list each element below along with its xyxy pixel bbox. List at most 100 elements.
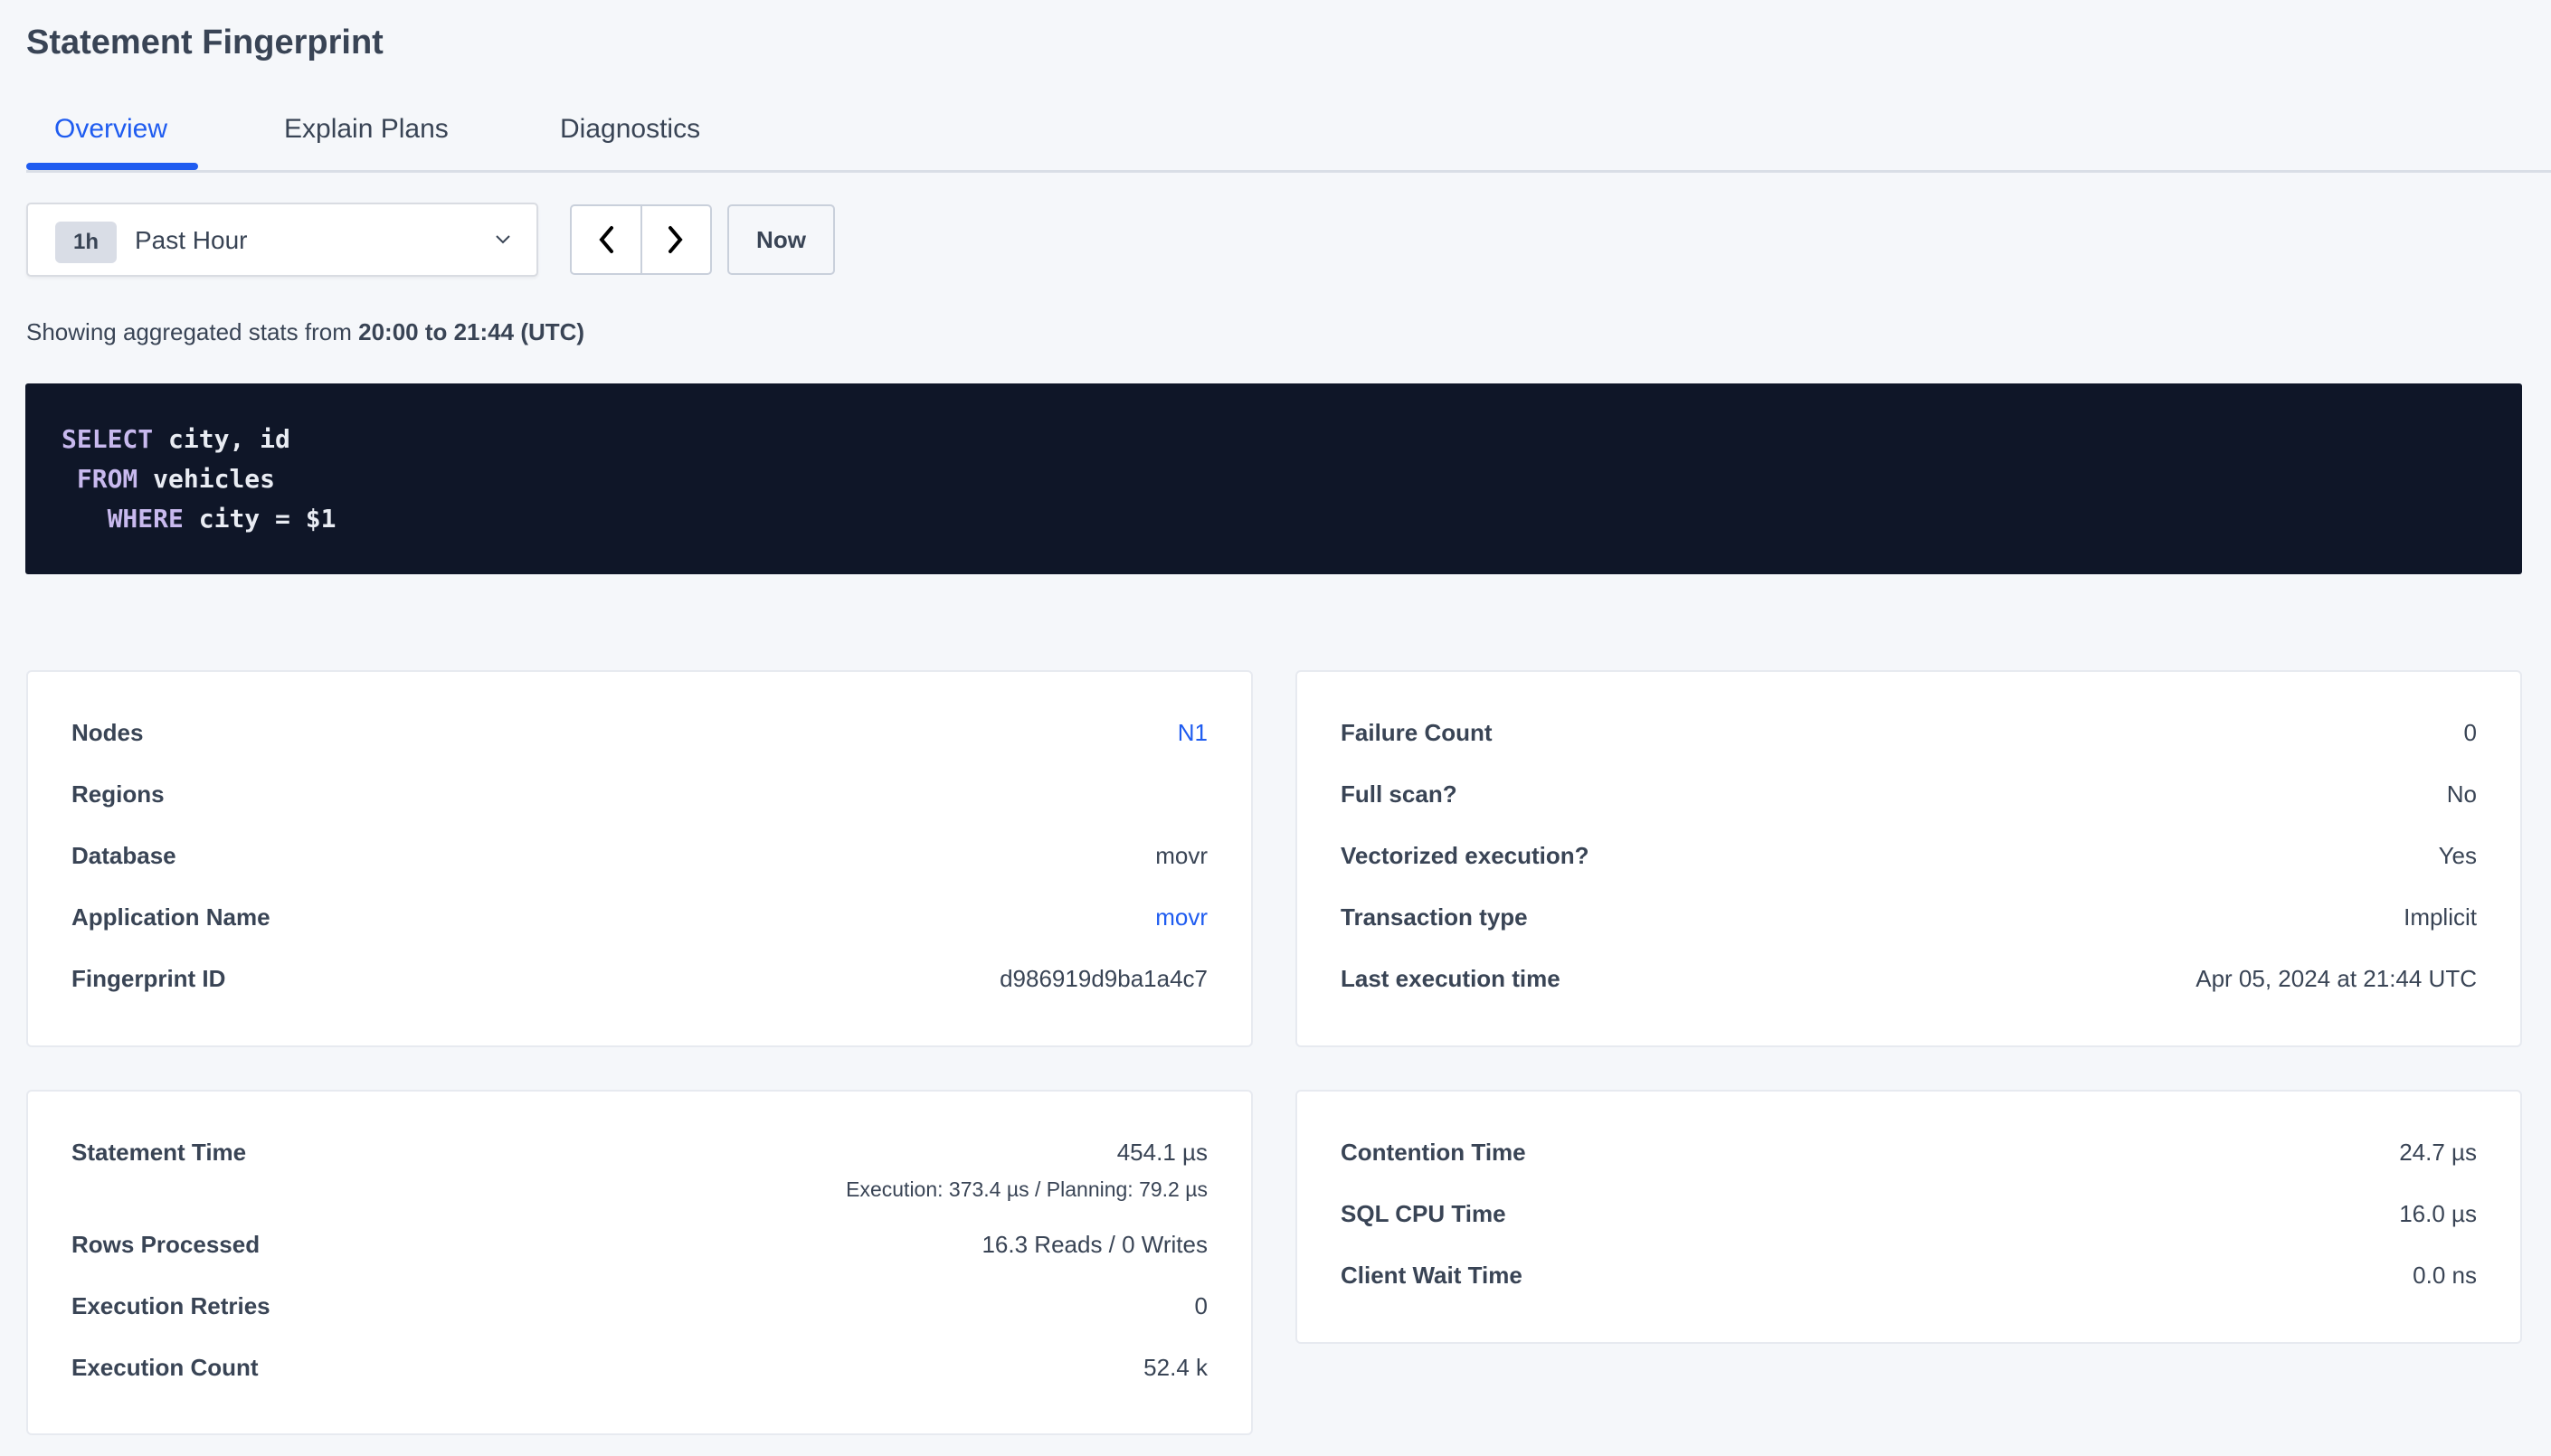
stat-row: Vectorized execution? Yes [1341,842,2477,903]
time-range-selected: Past Hour [135,226,248,254]
stat-label: Fingerprint ID [71,965,226,992]
tab-explain-plans[interactable]: Explain Plans [284,114,449,144]
time-range-dropdown[interactable]: 1h Past Hour [26,203,538,277]
stat-value-wrap: Apr 05, 2024 at 21:44 UTC [2195,965,2477,993]
stat-value: movr [1155,842,1208,869]
stat-value-wrap: N1 [1178,719,1208,747]
stats-range: 20:00 to 21:44 (UTC) [358,318,585,345]
stat-row: Application Name movr [71,903,1208,965]
stat-value-wrap: 0 [1195,1292,1208,1320]
details-card-right: Failure Count 0 Full scan? No Vectorized exe… [1295,670,2522,1047]
stat-value: 0 [2463,719,2477,746]
stat-row: Statement Time 454.1 µs Execution: 373.4 µ… [71,1139,1208,1231]
stat-value-wrap: No [2447,780,2477,808]
stat-row: Full scan? No [1341,780,2477,842]
sql-keyword: SELECT [62,424,154,454]
stat-value: 16.0 µs [2399,1200,2477,1227]
stat-row: Transaction type Implicit [1341,903,2477,965]
stat-value-wrap: 454.1 µs Execution: 373.4 µs / Planning: … [846,1139,1208,1202]
stat-label: Last execution time [1341,965,1560,992]
previous-range-button[interactable] [572,206,640,273]
stat-value: Apr 05, 2024 at 21:44 UTC [2195,965,2477,992]
stat-label: Rows Processed [71,1231,261,1258]
chevron-left-icon [599,226,613,253]
stat-label: Transaction type [1341,903,1528,931]
stat-value: 0.0 ns [2413,1262,2477,1289]
stat-row: Fingerprint ID d986919d9ba1a4c7 [71,965,1208,1026]
sql-indent [62,504,108,534]
stat-row: Regions [71,780,1208,842]
stat-row: Last execution time Apr 05, 2024 at 21:44… [1341,965,2477,1026]
stat-value: 24.7 µs [2399,1139,2477,1166]
stat-value-link[interactable]: movr [1155,903,1208,931]
sql-keyword: FROM [76,464,138,494]
metrics-card-left: Statement Time 454.1 µs Execution: 373.4 µ… [26,1090,1253,1435]
stat-label: Execution Count [71,1354,259,1381]
stat-row: SQL CPU Time 16.0 µs [1341,1200,2477,1262]
stat-value: Yes [2438,842,2477,869]
sql-line: SELECT city, id [62,420,2486,459]
stat-label: Application Name [71,903,270,931]
stat-value-wrap: 16.3 Reads / 0 Writes [982,1231,1208,1259]
stat-value-wrap: Yes [2439,842,2477,870]
chevron-down-icon [495,230,511,251]
stat-value-wrap: movr [1155,842,1208,870]
stat-label: Full scan? [1341,780,1457,808]
time-range-badge: 1h [55,222,117,263]
stat-value: No [2446,780,2477,808]
stat-row: Rows Processed 16.3 Reads / 0 Writes [71,1231,1208,1292]
stat-value: d986919d9ba1a4c7 [1000,965,1208,992]
stat-row: Client Wait Time 0.0 ns [1341,1262,2477,1323]
stat-value: 52.4 k [1143,1354,1208,1381]
sql-line: FROM vehicles [62,459,2486,499]
stat-label: SQL CPU Time [1341,1200,1506,1227]
stat-row: Execution Retries 0 [71,1292,1208,1354]
sql-statement-block: SELECT city, id FROM vehicles WHERE city… [25,383,2522,574]
stat-value: 0 [1194,1292,1208,1319]
next-range-button[interactable] [640,206,711,273]
active-tab-indicator [26,163,198,170]
now-button[interactable]: Now [727,204,835,275]
stat-value-wrap: movr [1155,903,1208,931]
tab-overview[interactable]: Overview [54,114,168,144]
stat-value-wrap: 24.7 µs [2399,1139,2477,1167]
stat-label: Execution Retries [71,1292,270,1319]
stat-label: Nodes [71,719,144,746]
stat-row: Contention Time 24.7 µs [1341,1139,2477,1200]
tab-diagnostics[interactable]: Diagnostics [560,114,701,144]
details-card-left: Nodes N1 Regions Database movr Application Na… [26,670,1253,1047]
stat-value-wrap: Implicit [2404,903,2477,931]
stat-label: Database [71,842,176,869]
stat-value: 454.1 µs [1116,1139,1208,1166]
sql-indent [62,464,77,494]
stat-value-wrap: 16.0 µs [2399,1200,2477,1228]
stat-value: Implicit [2404,903,2477,931]
stat-label: Regions [71,780,165,808]
stat-row: Execution Count 52.4 k [71,1354,1208,1415]
sql-text: vehicles [138,464,276,494]
sql-keyword: WHERE [107,504,184,534]
stat-value-wrap: 52.4 k [1143,1354,1208,1382]
time-nav-group [570,204,712,275]
stat-value-wrap: d986919d9ba1a4c7 [1000,965,1208,993]
stats-range-text: Showing aggregated stats from 20:00 to 2… [26,318,584,346]
stat-label: Vectorized execution? [1341,842,1589,869]
stats-prefix: Showing aggregated stats from [26,318,359,345]
sql-line: WHERE city = $1 [62,499,2486,539]
tab-bar: Overview Explain Plans Diagnostics [26,107,2551,173]
stat-value-wrap: 0 [2464,719,2477,747]
stat-row: Database movr [71,842,1208,903]
sql-text: city = $1 [183,504,337,534]
metrics-card-right: Contention Time 24.7 µs SQL CPU Time 16.0 µ… [1295,1090,2522,1344]
stat-label: Contention Time [1341,1139,1526,1166]
stat-row: Failure Count 0 [1341,719,2477,780]
stat-value: 16.3 Reads / 0 Writes [982,1231,1208,1258]
sql-text: city, id [153,424,290,454]
page-title: Statement Fingerprint [26,24,384,61]
stat-row: Nodes N1 [71,719,1208,780]
stat-label: Statement Time [71,1139,247,1166]
stat-label: Client Wait Time [1341,1262,1522,1289]
stat-subvalue: Execution: 373.4 µs / Planning: 79.2 µs [846,1177,1208,1201]
chevron-right-icon [669,226,683,253]
stat-value-link[interactable]: N1 [1177,719,1208,746]
